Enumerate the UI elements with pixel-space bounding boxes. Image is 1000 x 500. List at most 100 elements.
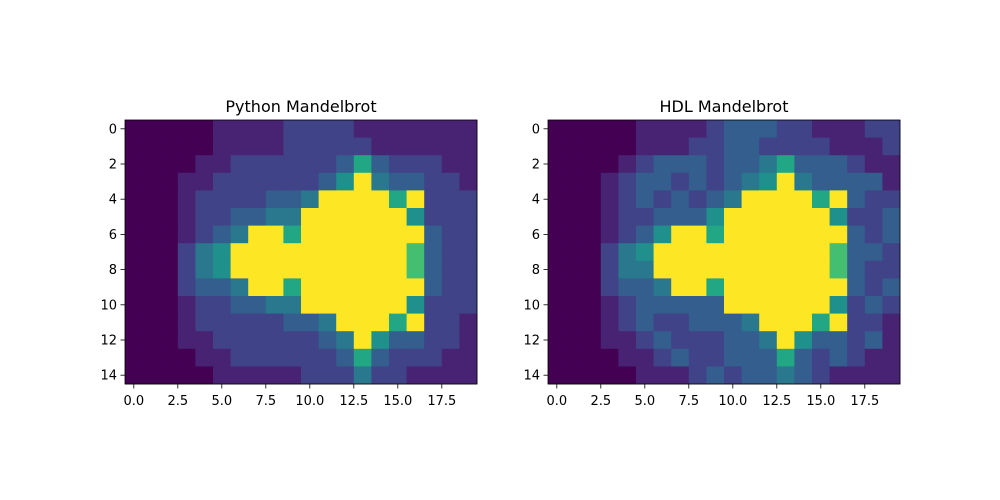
heatmap-cell [389, 348, 407, 367]
heatmap-cell [265, 348, 284, 367]
heatmap-cell [583, 313, 602, 332]
heatmap-cell [177, 313, 196, 332]
heatmap-cell [741, 155, 760, 174]
heatmap-cell [706, 366, 725, 385]
heatmap-cell [829, 172, 848, 191]
heatmap-cell [371, 225, 390, 244]
heatmap-cell [230, 190, 249, 209]
heatmap-cell [671, 208, 690, 226]
heatmap-cell [160, 137, 179, 156]
heatmap-cell [353, 208, 372, 226]
heatmap-cell [847, 120, 866, 138]
heatmap-cell [301, 331, 319, 350]
heatmap-cell [600, 137, 619, 156]
heatmap-cell [389, 190, 407, 209]
heatmap-cell [706, 137, 725, 156]
heatmap-cell [741, 120, 760, 138]
heatmap-cell [565, 155, 584, 174]
axes-frame [124, 119, 478, 385]
heatmap-cell [406, 296, 425, 314]
heatmap-cell [759, 278, 778, 297]
heatmap-cell [441, 348, 460, 367]
heatmap-cell [847, 260, 866, 279]
heatmap-cell [600, 225, 619, 244]
heatmap-cell [459, 313, 478, 332]
chart-title: HDL Mandelbrot [660, 97, 789, 116]
heatmap-cell [741, 208, 760, 226]
heatmap-cell [741, 190, 760, 209]
heatmap-cell [406, 172, 425, 191]
heatmap-cell [371, 208, 390, 226]
heatmap-cell [583, 172, 602, 191]
heatmap-cell [424, 260, 443, 279]
heatmap-cell [812, 190, 830, 209]
heatmap-cell [283, 208, 302, 226]
heatmap-cell [548, 137, 566, 156]
heatmap-cell [424, 155, 443, 174]
heatmap-cell [864, 278, 883, 297]
heatmap-cell [565, 260, 584, 279]
heatmap-cell [864, 331, 883, 350]
heatmap-cell [706, 120, 725, 138]
heatmap-cell [195, 137, 214, 156]
heatmap-cell [336, 278, 355, 297]
heatmap-cell [618, 278, 637, 297]
heatmap-cell [776, 313, 795, 332]
heatmap-cell [142, 225, 161, 244]
heatmap-cell [548, 155, 566, 174]
heatmap-cell [195, 366, 214, 385]
heatmap-cell [548, 208, 566, 226]
heatmap-cell [283, 348, 302, 367]
heatmap-cell [565, 137, 584, 156]
heatmap-cell [336, 348, 355, 367]
heatmap-cell [160, 225, 179, 244]
heatmap-cell [724, 278, 742, 297]
heatmap-cell [829, 366, 848, 385]
heatmap-cells [125, 120, 478, 385]
heatmap-cell [776, 296, 795, 314]
heatmap-cell [776, 331, 795, 350]
heatmap-cell [636, 243, 654, 262]
heatmap-cell [565, 208, 584, 226]
heatmap-cell [548, 348, 566, 367]
heatmap-cell [195, 260, 214, 279]
heatmap-cell [618, 296, 637, 314]
heatmap-cell [318, 278, 337, 297]
heatmap-cell [230, 155, 249, 174]
heatmap-cell [776, 190, 795, 209]
heatmap-cell [741, 137, 760, 156]
heatmap-cell [318, 313, 337, 332]
heatmap-cell [653, 172, 672, 191]
heatmap-cell [301, 348, 319, 367]
heatmap-cell [230, 331, 249, 350]
heatmap-cell [794, 366, 813, 385]
heatmap-cell [741, 366, 760, 385]
heatmap-cell [318, 208, 337, 226]
heatmap-cell [213, 243, 231, 262]
heatmap-cell [618, 313, 637, 332]
heatmap-cell [864, 208, 883, 226]
heatmap-cell [882, 137, 901, 156]
heatmap-cell [688, 243, 707, 262]
heatmap-cell [371, 331, 390, 350]
heatmap-cell [600, 208, 619, 226]
heatmap-cell [248, 260, 267, 279]
heatmap-cell [636, 313, 654, 332]
heatmap-cell [283, 137, 302, 156]
heatmap-cell [847, 348, 866, 367]
heatmap-cell [829, 348, 848, 367]
heatmap-cell [671, 278, 690, 297]
x-tick-label: 12.5 [339, 394, 368, 409]
heatmap-cell [283, 155, 302, 174]
heatmap-cell [600, 120, 619, 138]
heatmap-cell [371, 190, 390, 209]
heatmap-cell [794, 260, 813, 279]
heatmap-cell [565, 348, 584, 367]
heatmap-cell [636, 225, 654, 244]
heatmap-cell [600, 190, 619, 209]
heatmap-cell [213, 172, 231, 191]
heatmap-cell [565, 225, 584, 244]
heatmap-cell [706, 208, 725, 226]
heatmap-cell [318, 190, 337, 209]
heatmap-cell [671, 172, 690, 191]
